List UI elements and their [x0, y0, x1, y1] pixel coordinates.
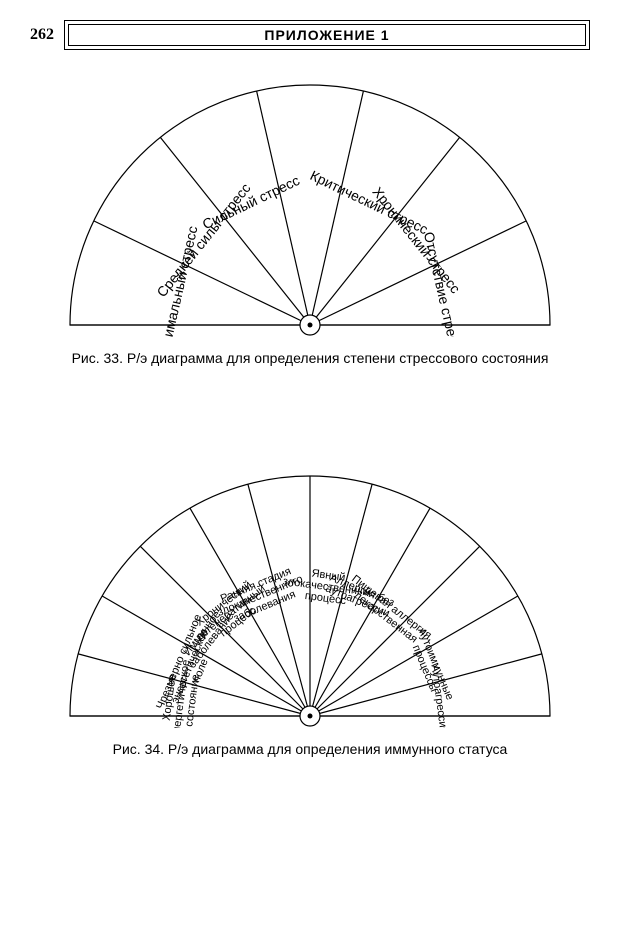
appendix-title-frame: ПРИЛОЖЕНИЕ 1 — [64, 20, 590, 50]
figure-33-wrap: Минимальный стрессСредней силы стрессСил… — [30, 75, 590, 366]
spacer — [30, 366, 590, 466]
page-root: 262 ПРИЛОЖЕНИЕ 1 Минимальный стрессСредн… — [0, 0, 620, 930]
figure-34-wrap: ХорошееэнергетическоесостояниеЧрезмерно … — [30, 466, 590, 757]
fan-hub-dot — [308, 714, 313, 719]
fan-hub-dot — [308, 323, 313, 328]
page-header: 262 ПРИЛОЖЕНИЕ 1 — [30, 20, 590, 50]
appendix-title: ПРИЛОЖЕНИЕ 1 — [68, 24, 586, 46]
fan-outline — [70, 85, 550, 325]
figure-33-fan-diagram: Минимальный стрессСредней силы стрессСил… — [30, 75, 590, 337]
figure-34-fan-diagram: ХорошееэнергетическоесостояниеЧрезмерно … — [30, 466, 590, 728]
figure-34-caption: Рис. 34. Р/э диаграмма для определения и… — [30, 741, 590, 757]
figure-33-caption: Рис. 33. Р/э диаграмма для определения с… — [30, 350, 590, 366]
page-number: 262 — [30, 26, 54, 44]
